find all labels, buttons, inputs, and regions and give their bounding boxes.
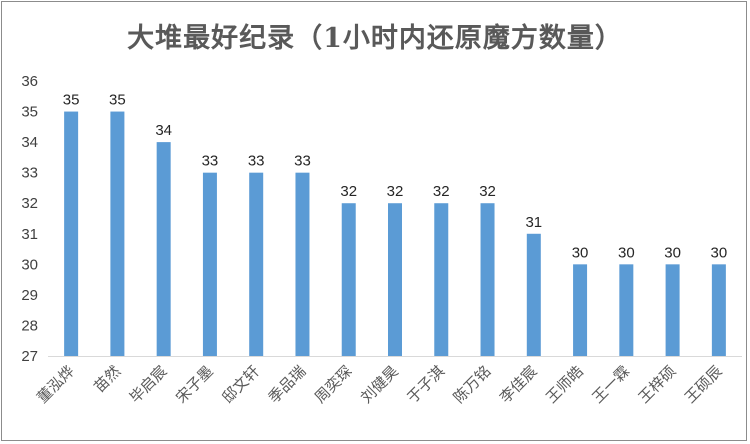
data-label: 30 [572, 244, 589, 261]
data-label: 32 [340, 183, 357, 200]
bar [202, 172, 217, 356]
x-tick-label: 邸文轩 [218, 362, 263, 407]
y-tick-label: 34 [21, 134, 38, 151]
bars [64, 111, 726, 356]
data-labels: 35 35 34 33 33 33 32 32 32 32 31 30 30 30 30 [63, 92, 727, 262]
bar [295, 172, 310, 356]
data-label: 30 [618, 244, 635, 261]
y-tick-label: 30 [21, 256, 38, 273]
bar [711, 264, 726, 356]
x-tick-label: 刘健昊 [357, 362, 402, 407]
data-label: 35 [63, 92, 80, 109]
y-tick-label: 29 [21, 287, 38, 304]
data-label: 30 [664, 244, 681, 261]
x-tick-label: 苗然 [90, 362, 124, 396]
x-tick-label: 毕启宸 [126, 362, 171, 407]
y-tick-label: 31 [21, 226, 38, 243]
y-tick-label: 28 [21, 317, 38, 334]
x-tick-label: 陈万铭 [450, 362, 495, 407]
x-tick-label: 王梓硕 [635, 362, 680, 407]
y-tick-label: 35 [21, 104, 38, 121]
y-axis: 27 28 29 30 31 32 33 34 35 36 [21, 73, 742, 365]
data-label: 32 [387, 183, 404, 200]
bar [110, 111, 125, 356]
x-axis: 董泓烨 苗然 毕启宸 宋子墨 邸文轩 季品瑞 周奕琛 刘健昊 于子淇 陈万铭 李佳宸 王师皓 王一霖 王梓… [33, 362, 725, 407]
bar [64, 111, 79, 356]
y-tick-label: 33 [21, 165, 38, 182]
bar [665, 264, 680, 356]
bar [249, 172, 264, 356]
bar [480, 203, 495, 356]
data-label: 34 [155, 122, 172, 139]
y-tick-label: 32 [21, 195, 38, 212]
data-label: 30 [711, 244, 728, 261]
bar [156, 142, 171, 356]
y-tick-label: 27 [21, 348, 38, 365]
bar [434, 203, 449, 356]
data-label: 31 [525, 214, 542, 231]
bar [619, 264, 634, 356]
data-label: 35 [109, 92, 126, 109]
bar [526, 233, 541, 356]
x-tick-label: 李佳宸 [496, 362, 541, 407]
x-tick-label: 董泓烨 [33, 362, 78, 407]
data-label: 32 [433, 183, 450, 200]
x-tick-label: 王硕辰 [681, 362, 726, 407]
y-tick-label: 36 [21, 73, 38, 90]
x-tick-label: 于子淇 [404, 362, 449, 407]
data-label: 33 [248, 153, 265, 170]
x-tick-label: 宋子墨 [172, 362, 217, 407]
x-tick-label: 王一霖 [589, 362, 634, 407]
bar [573, 264, 588, 356]
data-label: 33 [294, 153, 311, 170]
x-tick-label: 王师皓 [542, 362, 587, 407]
x-tick-label: 周奕琛 [311, 362, 356, 407]
x-tick-label: 季品瑞 [265, 362, 310, 407]
data-label: 32 [479, 183, 496, 200]
bar [388, 203, 402, 356]
data-label: 33 [202, 153, 219, 170]
chart-title: 大堆最好纪录（1小时内还原魔方数量） [127, 23, 623, 54]
bar [341, 203, 356, 356]
